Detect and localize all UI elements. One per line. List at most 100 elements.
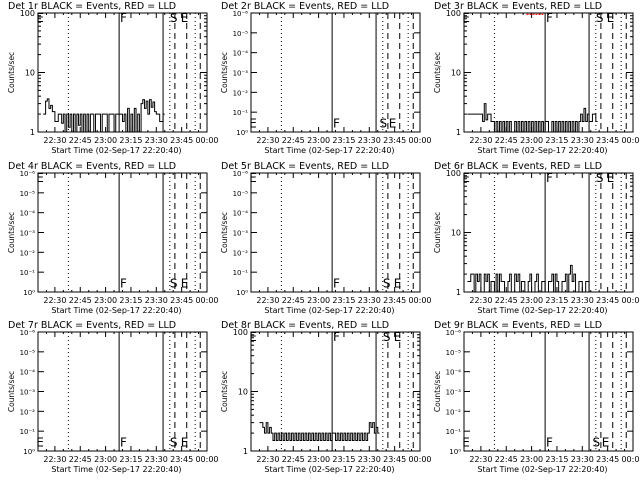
y-tick-label: 10⁻³ (233, 230, 249, 238)
x-tick-label: 23:00 (520, 296, 543, 305)
x-tick-label: 23:15 (119, 296, 142, 305)
y-tick-label: 10⁰ (23, 289, 35, 297)
y-tick-label: 10⁻⁴ (446, 369, 462, 377)
y-tick-label: 10⁻¹ (446, 428, 462, 436)
x-tick-label: 00:00 (621, 136, 640, 145)
x-tick-label: 22:45 (282, 136, 305, 145)
y-tick-label: 10⁻³ (446, 389, 462, 397)
marker-f: F (120, 276, 127, 290)
panel-det-2: Det 2r BLACK = Events, RED = LLD 10⁰ 10⁻¹ 1… (220, 1, 432, 155)
panel-det-5: Det 5r BLACK = Events, RED = LLD 10⁰ 10⁻¹ 1… (220, 161, 432, 315)
x-tick-label: 22:45 (69, 296, 92, 305)
x-tick-label: 23:15 (332, 136, 355, 145)
marker-e: E (181, 435, 189, 449)
x-axis-label: Start Time (02-Sep-17 22:20:40) (51, 306, 181, 315)
marker-e: E (462, 11, 470, 25)
x-axis-label: Start Time (02-Sep-17 22:20:40) (477, 465, 607, 474)
x-tick-label: 23:00 (520, 455, 543, 464)
x-tick-label: 00:00 (408, 455, 431, 464)
x-tick-label: 23:30 (358, 455, 381, 464)
x-tick-label: 23:30 (571, 296, 594, 305)
panel-title: Det 4r BLACK = Events, RED = LLD (8, 161, 176, 172)
x-tick-label: 22:30 (256, 296, 279, 305)
x-tick-label: 22:45 (495, 136, 518, 145)
y-tick-label: 10⁻¹ (20, 428, 36, 436)
y-tick-label: 100 (446, 9, 461, 18)
plot-frame (250, 12, 421, 133)
x-tick-label: 23:45 (383, 136, 406, 145)
x-tick-label: 23:45 (596, 136, 619, 145)
y-tick-label: 10⁰ (236, 289, 248, 297)
marker-e: E (394, 330, 402, 344)
marker-e: E (249, 171, 257, 185)
events-series (467, 264, 591, 293)
marker-e: E (602, 435, 610, 449)
y-tick-label: 10⁻³ (20, 230, 36, 238)
y-tick-label: 10⁰ (23, 448, 35, 456)
y-axis-label: Counts/sec (7, 212, 16, 253)
y-tick-label: 10⁻² (233, 249, 249, 257)
x-tick-label: 23:15 (119, 136, 142, 145)
x-tick-label: 23:00 (94, 296, 117, 305)
x-axis-label: Start Time (02-Sep-17 22:20:40) (264, 146, 394, 155)
x-tick-label: 23:30 (145, 136, 168, 145)
marker-f: F (120, 11, 127, 25)
y-tick-label: 10⁻² (20, 408, 36, 416)
y-tick-label: 10⁻¹ (233, 109, 249, 117)
y-tick-label: 1 (30, 128, 35, 137)
y-tick-label: 10⁻⁴ (233, 210, 249, 218)
x-tick-label: 22:30 (43, 136, 66, 145)
y-tick-label: 10⁻² (20, 249, 36, 257)
x-tick-label: 23:45 (383, 296, 406, 305)
y-tick-label: 10⁻¹ (20, 269, 36, 277)
x-tick-label: 22:45 (282, 455, 305, 464)
marker-s: S (596, 11, 604, 25)
y-tick-label: 1 (243, 447, 248, 456)
y-tick-label: 10⁻⁵ (20, 190, 36, 198)
marker-s: S (383, 330, 391, 344)
y-tick-label: 1 (456, 128, 461, 137)
x-tick-label: 23:00 (520, 136, 543, 145)
x-tick-label: 22:45 (282, 296, 305, 305)
y-axis-label: Counts/sec (220, 212, 229, 253)
x-tick-label: 22:30 (43, 296, 66, 305)
y-tick-label: 10⁻⁴ (20, 369, 36, 377)
events-series (259, 422, 380, 442)
x-tick-label: 23:45 (170, 455, 193, 464)
panel-title: Det 8r BLACK = Events, RED = LLD (221, 320, 389, 331)
x-tick-label: 00:00 (195, 455, 218, 464)
marker-s: S (170, 276, 178, 290)
marker-e: E (36, 435, 44, 449)
plot-frame (250, 172, 421, 293)
marker-e: E (389, 116, 397, 130)
marker-f: F (333, 116, 340, 130)
x-tick-label: 23:45 (170, 296, 193, 305)
y-tick-label: 10⁰ (449, 448, 461, 456)
x-tick-label: 23:30 (358, 136, 381, 145)
marker-e: E (36, 171, 44, 185)
x-tick-label: 22:45 (495, 455, 518, 464)
x-tick-label: 00:00 (195, 136, 218, 145)
x-tick-label: 23:15 (545, 136, 568, 145)
x-axis-label: Start Time (02-Sep-17 22:20:40) (477, 146, 607, 155)
marker-e: E (36, 11, 44, 25)
x-tick-label: 23:45 (383, 455, 406, 464)
x-axis-label: Start Time (02-Sep-17 22:20:40) (51, 465, 181, 474)
y-tick-label: 10 (451, 229, 461, 238)
panel-title: Det 9r BLACK = Events, RED = LLD (434, 320, 602, 331)
events-series (43, 98, 165, 133)
x-tick-label: 23:15 (119, 455, 142, 464)
y-tick-label: 10⁰ (236, 129, 248, 137)
x-tick-label: 23:30 (145, 455, 168, 464)
marker-s: S (596, 171, 604, 185)
x-tick-label: 23:45 (596, 455, 619, 464)
plot-frame (463, 331, 634, 452)
x-tick-label: 22:45 (69, 455, 92, 464)
x-tick-label: 23:00 (307, 455, 330, 464)
x-tick-label: 22:30 (43, 455, 66, 464)
y-axis-label: Counts/sec (220, 52, 229, 93)
x-tick-label: 22:45 (69, 136, 92, 145)
panel-title: Det 7r BLACK = Events, RED = LLD (8, 320, 176, 331)
y-tick-label: 10⁻⁶ (233, 10, 249, 18)
